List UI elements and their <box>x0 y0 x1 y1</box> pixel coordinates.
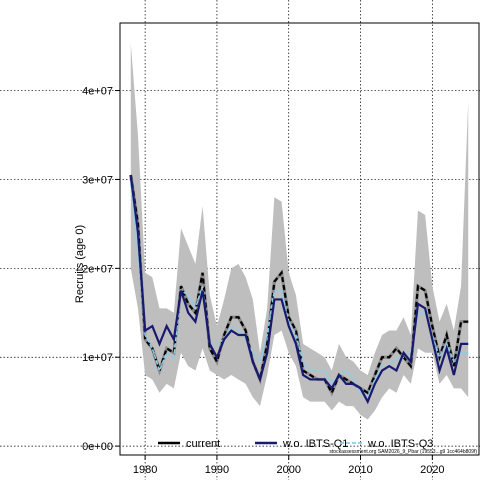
y-tick-label: 4e+07 <box>82 86 113 98</box>
series-line-w-o-ibts-q1 <box>129 174 469 405</box>
x-tick-label: 1980 <box>133 464 157 476</box>
legend-label-current: current <box>186 438 220 450</box>
legend-label-w-o-ibts-q3: w.o. IBTS-Q3 <box>367 438 433 450</box>
legend-label-w-o-ibts-q1: w.o. IBTS-Q1 <box>282 438 348 450</box>
y-axis: 0e+00 1e+07 2e+07 3e+07 4e+07 <box>82 86 120 453</box>
x-axis: 1980 1990 2000 2010 2020 <box>133 455 445 476</box>
x-tick-label: 2000 <box>276 464 300 476</box>
grid-vertical <box>144 0 433 480</box>
x-tick-label: 2020 <box>420 464 444 476</box>
y-tick-label: 0e+00 <box>82 441 113 453</box>
y-axis-title: Recruits (age 0) <box>74 225 86 303</box>
x-tick-label: 1990 <box>205 464 229 476</box>
y-tick-label: 3e+07 <box>82 174 113 186</box>
y-tick-label: 2e+07 <box>82 263 113 275</box>
plot-frame <box>119 22 480 456</box>
confidence-band <box>130 43 469 420</box>
y-tick-label: 1e+07 <box>82 352 113 364</box>
legend: current w.o. IBTS-Q1 w.o. IBTS-Q3 <box>158 438 433 450</box>
series-lines <box>129 174 469 405</box>
footnote: stockassessment.org SAM2026_9_Pbar (1955… <box>329 449 477 455</box>
x-tick-label: 2010 <box>348 464 372 476</box>
